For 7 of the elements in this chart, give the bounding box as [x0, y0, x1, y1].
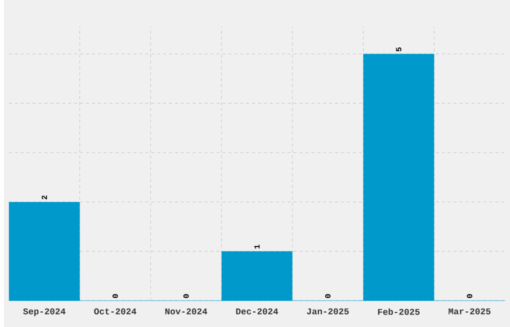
x-tick-label: Oct-2024: [94, 308, 136, 314]
x-tick-label: Mar-2025: [448, 308, 490, 314]
x-tick-label: Feb-2025: [378, 308, 420, 315]
x-tick-label: Dec-2024: [236, 308, 278, 314]
x-tick-label: Sep-2024: [23, 308, 66, 316]
x-tick-label: Jan-2025: [306, 308, 349, 314]
x-tick-label: Nov-2024: [165, 308, 208, 314]
